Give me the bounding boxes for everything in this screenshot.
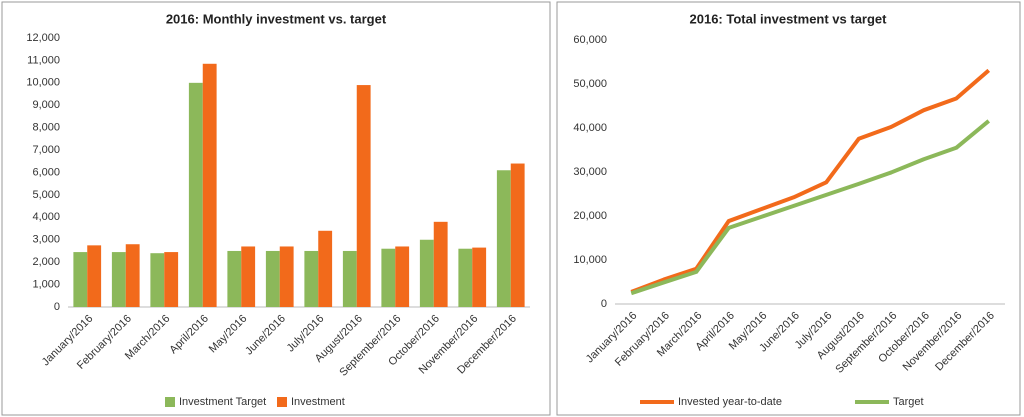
legend-swatch: [165, 397, 175, 407]
bar: [87, 245, 102, 307]
bar: [265, 250, 280, 307]
bar: [304, 250, 319, 307]
bar: [73, 252, 88, 307]
y-tick-label: 4,000: [32, 211, 60, 223]
y-tick-label: 9,000: [32, 99, 60, 111]
bar: [150, 253, 165, 307]
bar: [510, 163, 525, 307]
y-tick-label: 40,000: [573, 122, 607, 134]
legend-label: Investment Target: [179, 396, 266, 408]
y-tick-label: 8,000: [32, 122, 60, 134]
bar: [395, 246, 410, 307]
bar: [125, 244, 140, 307]
bar: [164, 252, 179, 307]
y-tick-label: 1,000: [32, 278, 60, 290]
y-tick-label: 3,000: [32, 234, 60, 246]
y-tick-label: 12,000: [26, 32, 60, 44]
legend-label: Target: [893, 396, 924, 408]
bar: [472, 247, 487, 307]
bar: [227, 250, 242, 307]
y-tick-label: 7,000: [32, 144, 60, 156]
y-tick-label: 0: [54, 301, 60, 313]
bar: [356, 85, 371, 307]
y-tick-label: 10,000: [573, 254, 607, 266]
bar: [496, 170, 511, 307]
line: [630, 68, 991, 294]
y-tick-label: 30,000: [573, 166, 607, 178]
bar: [458, 248, 473, 307]
bar: [202, 63, 217, 307]
y-tick-label: 60,000: [573, 34, 607, 46]
y-tick-label: 6,000: [32, 166, 60, 178]
chart-title: 2016: Total investment vs target: [690, 11, 888, 26]
bar: [318, 230, 333, 307]
y-tick-label: 50,000: [573, 78, 607, 90]
panel: [1, 1, 551, 416]
y-tick-label: 0: [601, 298, 607, 310]
bar: [188, 82, 203, 307]
bar: [381, 248, 396, 307]
chart-title: 2016: Monthly investment vs. target: [166, 11, 387, 26]
y-tick-label: 10,000: [26, 77, 60, 89]
bar: [342, 250, 357, 307]
bar: [419, 239, 434, 307]
y-tick-label: 20,000: [573, 210, 607, 222]
bar: [241, 246, 256, 307]
legend-label: Invested year-to-date: [678, 396, 782, 408]
bar: [433, 221, 448, 307]
y-tick-label: 2,000: [32, 256, 60, 268]
y-tick-label: 5,000: [32, 189, 60, 201]
line: [630, 119, 991, 296]
bar: [111, 252, 126, 307]
y-tick-label: 11,000: [27, 54, 60, 66]
legend-swatch: [277, 397, 287, 407]
bar: [279, 246, 294, 307]
legend-label: Investment: [291, 396, 345, 408]
